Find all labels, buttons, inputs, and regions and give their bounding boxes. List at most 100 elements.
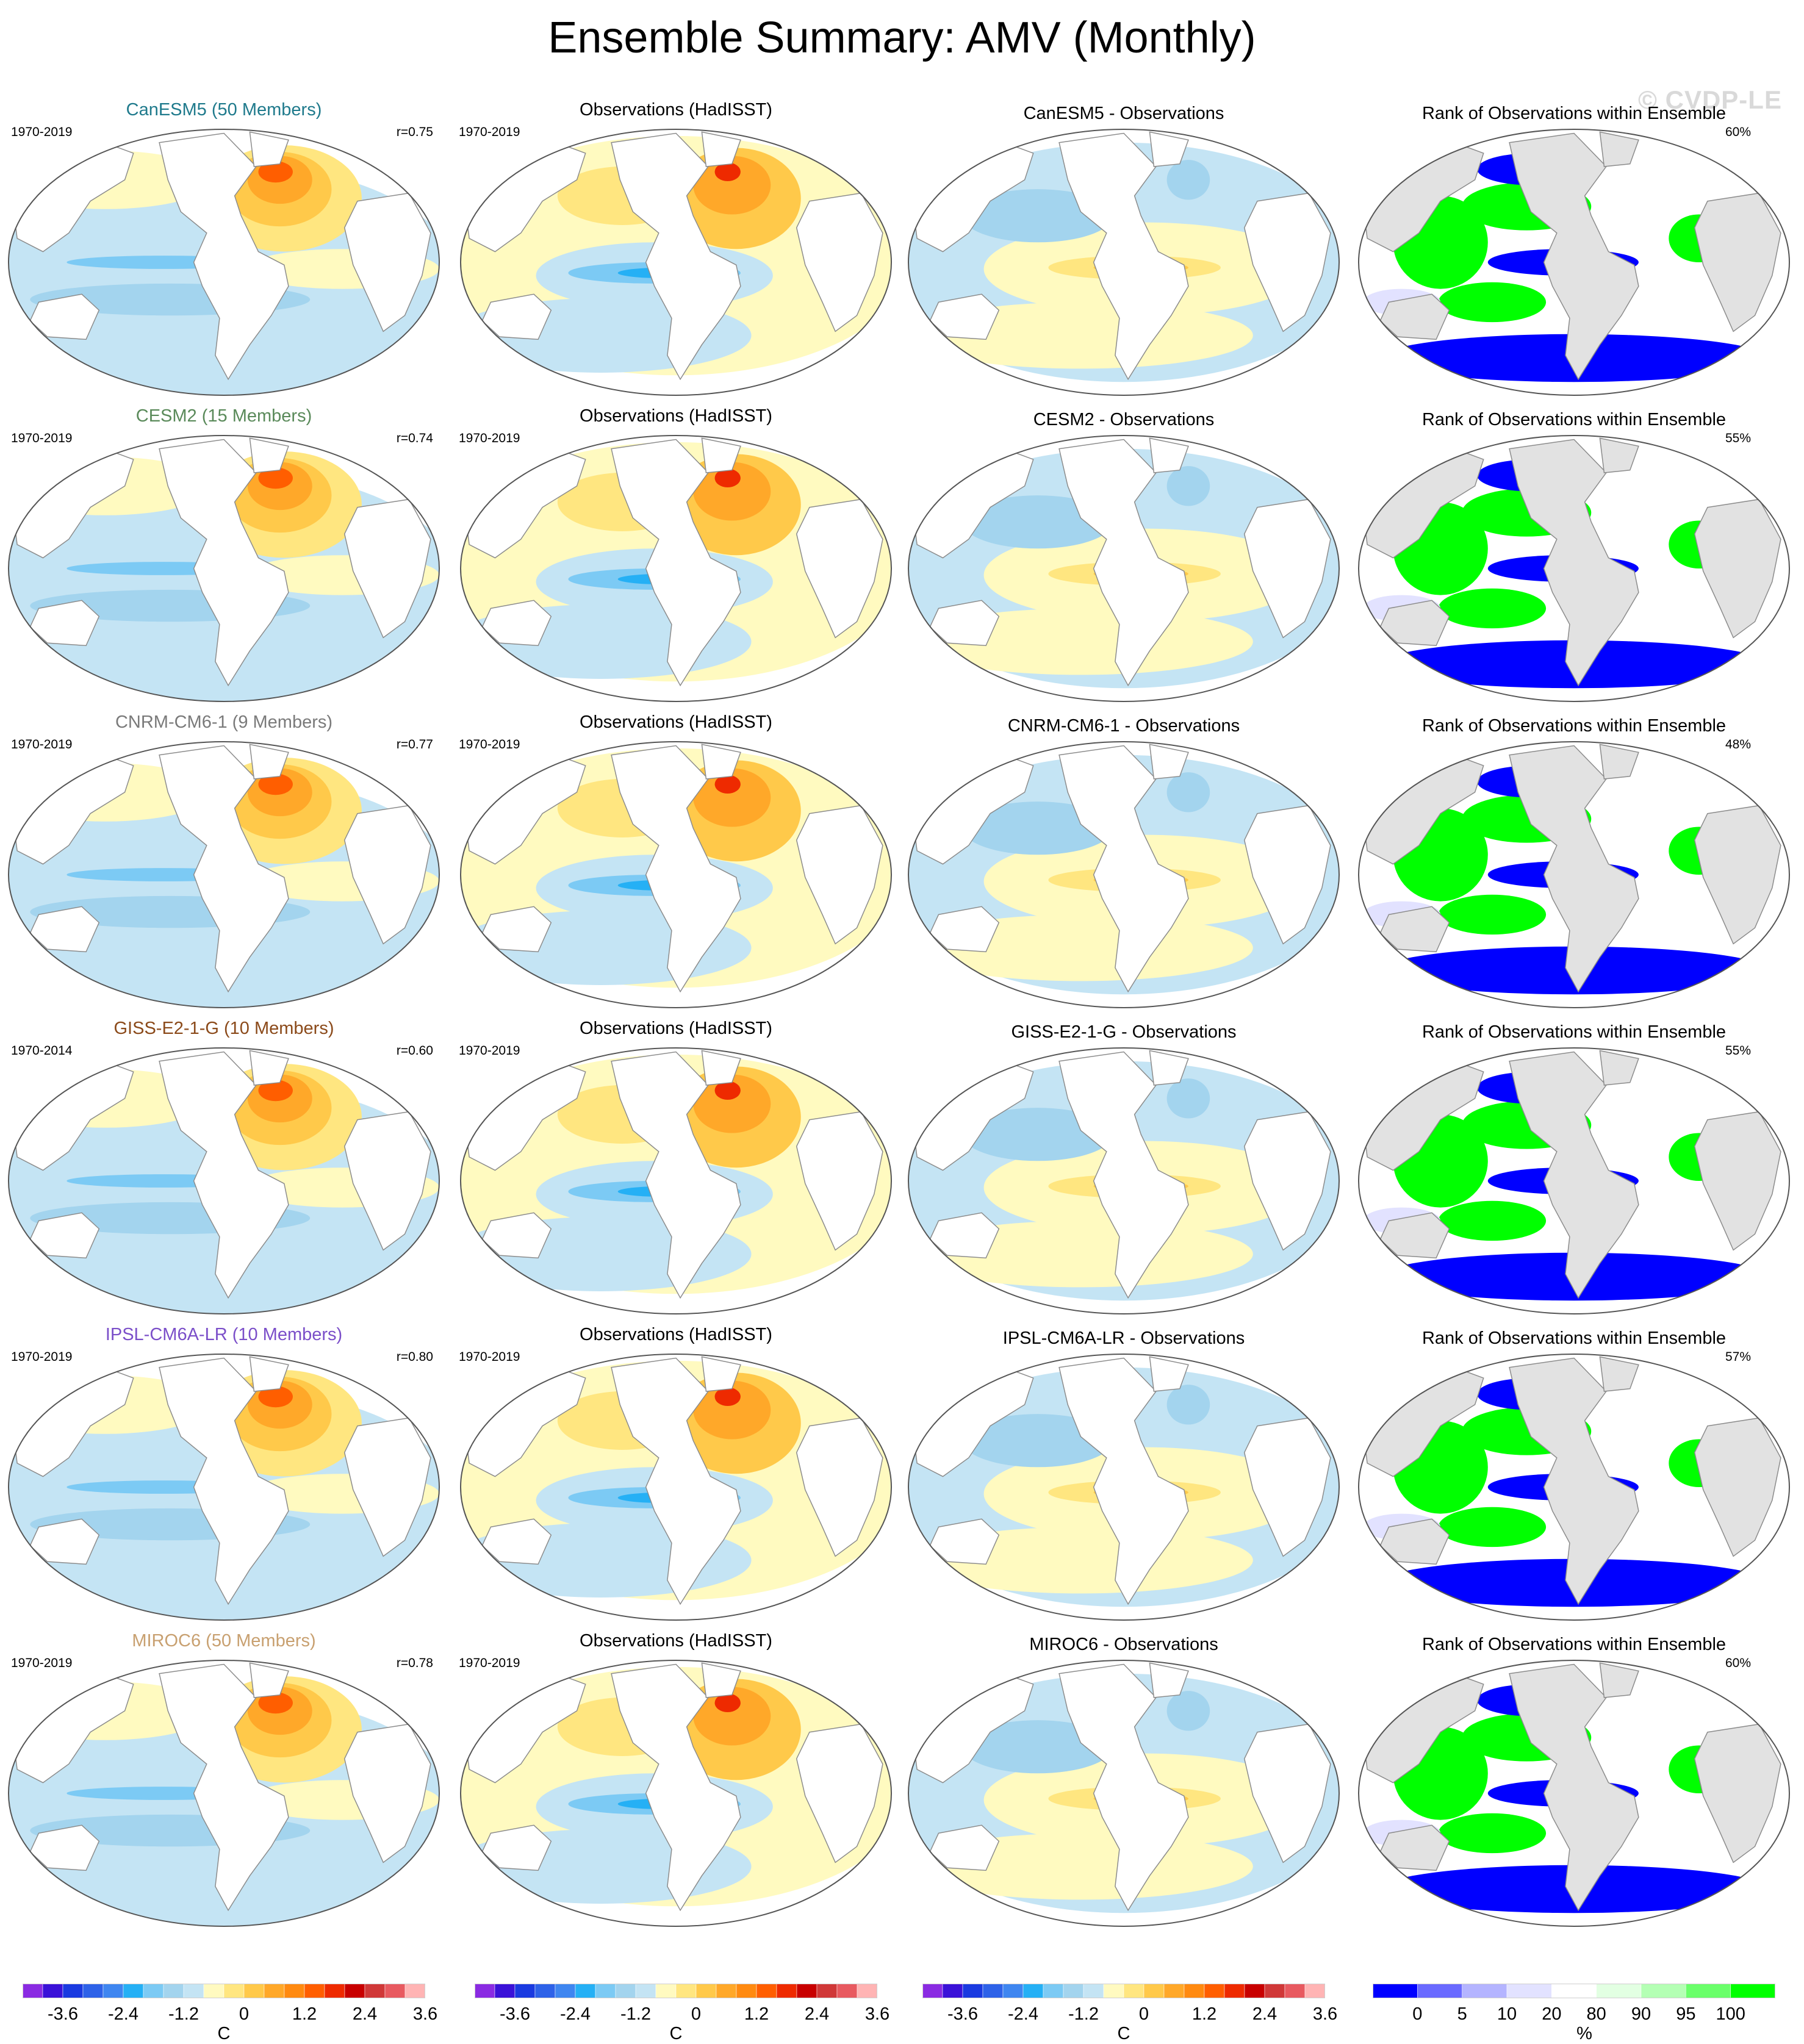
obs-panel-title: Observations (HadISST) [580,1325,772,1344]
obs-period: 1970-2019 [459,125,520,139]
colorbar-swatch [344,1984,365,1998]
colorbar-swatch [756,1984,777,1998]
colorbar-swatch [1022,1984,1044,1998]
model-period: 1970-2019 [11,125,73,139]
colorbar-swatch [1304,1984,1325,1998]
colorbar-swatch [494,1984,516,1998]
pattern-correlation: r=0.78 [396,1656,433,1670]
colorbar-swatch [1204,1984,1225,1998]
colorbar-swatch [203,1984,225,1998]
model-panel-title: GISS-E2-1-G (10 Members) [113,1019,334,1038]
sst-colorbar [922,1984,1325,1998]
colorbar-swatch [1417,1984,1462,1998]
rank-percent: 60% [1725,1656,1751,1670]
colorbar-tick-label: -3.6 [500,2004,530,2024]
colorbar-tick-labels: -3.6 -2.4 -1.2 0 1.2 2.4 3.6 [922,2004,1337,2025]
pattern-correlation: r=0.60 [396,1044,433,1058]
colorbar-swatch [1184,1984,1205,1998]
colorbar-tick-label: -2.4 [108,2004,138,2024]
rank-colorbar [1373,1984,1775,1998]
colorbar-tick-label: 1.2 [744,2004,769,2024]
colorbar-swatch [123,1984,144,1998]
model-panel-title: CNRM-CM6-1 (9 Members) [115,712,333,732]
rank-panel-title: Rank of Observations within Ensemble [1421,1635,1727,1654]
colorbar-swatch [695,1984,717,1998]
colorbar-tick-label: 0 [1138,2004,1149,2024]
obs-panel-title: Observations (HadISST) [580,712,772,732]
diff-panel-title: CNRM-CM6-1 - Observations [1007,716,1240,736]
colorbar-swatch [102,1984,124,1998]
obs-period: 1970-2019 [459,1044,520,1058]
sst-colorbar [23,1984,425,1998]
colorbar-swatch [42,1984,63,1998]
diff-map-4 [908,1047,1340,1314]
colorbar-swatch [942,1984,963,1998]
colorbar-swatch [143,1984,164,1998]
obs-panel-title: Observations (HadISST) [580,406,772,426]
model-period: 1970-2019 [11,431,73,445]
obs-map-5 [460,1354,892,1621]
colorbar-tick-label: -1.2 [620,2004,651,2024]
rank-panel-title: Rank of Observations within Ensemble [1421,410,1727,429]
colorbar-swatch [1373,1984,1418,1998]
colorbar-swatch [776,1984,797,1998]
colorbar-swatch [962,1984,983,1998]
obs-period: 1970-2019 [459,1350,520,1364]
rank-map-6 [1358,1660,1790,1927]
rank-panel-title: Rank of Observations within Ensemble [1421,716,1727,736]
colorbar-tick-label: -3.6 [48,2004,78,2024]
model-map-5 [8,1354,440,1621]
colorbar-tick-label: -2.4 [560,2004,591,2024]
diff-panel-title: CanESM5 - Observations [1023,104,1224,123]
colorbar-swatch [1462,1984,1508,1998]
model-map-1 [8,129,440,396]
colorbar-swatch [595,1984,616,1998]
model-period: 1970-2019 [11,1656,73,1670]
colorbar-tick-label: 3.6 [412,2004,438,2024]
rank-map-2 [1358,435,1790,702]
colorbar-swatch [1043,1984,1064,1998]
colorbar-tick-label: 1.2 [1191,2004,1217,2024]
colorbar-tick-label: 0 [1412,2004,1423,2024]
colorbar-tick-labels: 0 5 10 20 80 90 95 100 [1373,2004,1775,2025]
diff-panel-title: GISS-E2-1-G - Observations [1011,1022,1237,1042]
colorbar-swatch [475,1984,495,1998]
panel-row: CESM2 (15 Members) Observations (HadISST)… [0,0,1804,702]
colorbar-swatch [736,1984,757,1998]
colorbar-tick-label: 20 [1542,2004,1562,2024]
pattern-correlation: r=0.75 [396,125,433,139]
obs-map-1 [460,129,892,396]
colorbar-swatch [575,1984,596,1998]
diff-map-1 [908,129,1340,396]
model-period: 1970-2019 [11,737,73,751]
colorbar-tick-label: 0 [691,2004,702,2024]
panel-row: GISS-E2-1-G (10 Members) Observations (Ha… [0,0,1804,1314]
colorbar-swatch [1002,1984,1024,1998]
colorbar-swatch [223,1984,245,1998]
colorbar-swatch [1063,1984,1084,1998]
colorbar-swatch [836,1984,858,1998]
colorbar-swatch [1143,1984,1165,1998]
colorbar-swatch [555,1984,576,1998]
page-title: Ensemble Summary: AMV (Monthly) [548,13,1256,62]
model-panel-title: CESM2 (15 Members) [135,406,312,426]
colorbar-tick-label: 5 [1457,2004,1467,2024]
colorbar-tick-label: -3.6 [947,2004,978,2024]
colorbar-swatch [1596,1984,1642,1998]
colorbar-swatch [1506,1984,1552,1998]
colorbar-tick-label: 2.4 [804,2004,830,2024]
model-panel-title: IPSL-CM6A-LR (10 Members) [105,1325,343,1344]
model-period: 1970-2019 [11,1350,73,1364]
obs-period: 1970-2019 [459,737,520,751]
pattern-correlation: r=0.74 [396,431,433,445]
colorbar-tick-label: 1.2 [292,2004,317,2024]
rank-percent: 55% [1725,1044,1751,1058]
rank-percent: 48% [1725,737,1751,751]
pattern-correlation: r=0.80 [396,1350,433,1364]
diff-map-5 [908,1354,1340,1621]
colorbar-tick-label: -1.2 [168,2004,199,2024]
colorbar-swatch [23,1984,43,1998]
rank-map-4 [1358,1047,1790,1314]
colorbar-swatch [183,1984,204,1998]
obs-panel-title: Observations (HadISST) [580,1631,772,1651]
